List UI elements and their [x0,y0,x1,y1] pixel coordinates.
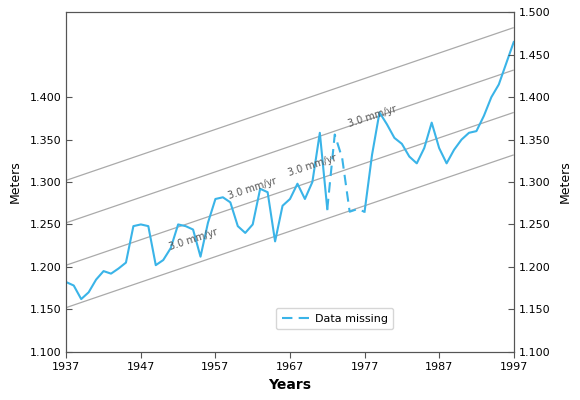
Y-axis label: Meters: Meters [8,161,21,203]
Text: 3.0 mm/yr: 3.0 mm/yr [287,153,338,178]
X-axis label: Years: Years [269,378,311,392]
Y-axis label: Meters: Meters [559,161,572,203]
Text: 3.0 mm/yr: 3.0 mm/yr [168,226,219,252]
Legend: Data missing: Data missing [276,308,393,329]
Text: 3.0 mm/yr: 3.0 mm/yr [347,104,397,130]
Text: 3.0 mm/yr: 3.0 mm/yr [227,176,278,201]
